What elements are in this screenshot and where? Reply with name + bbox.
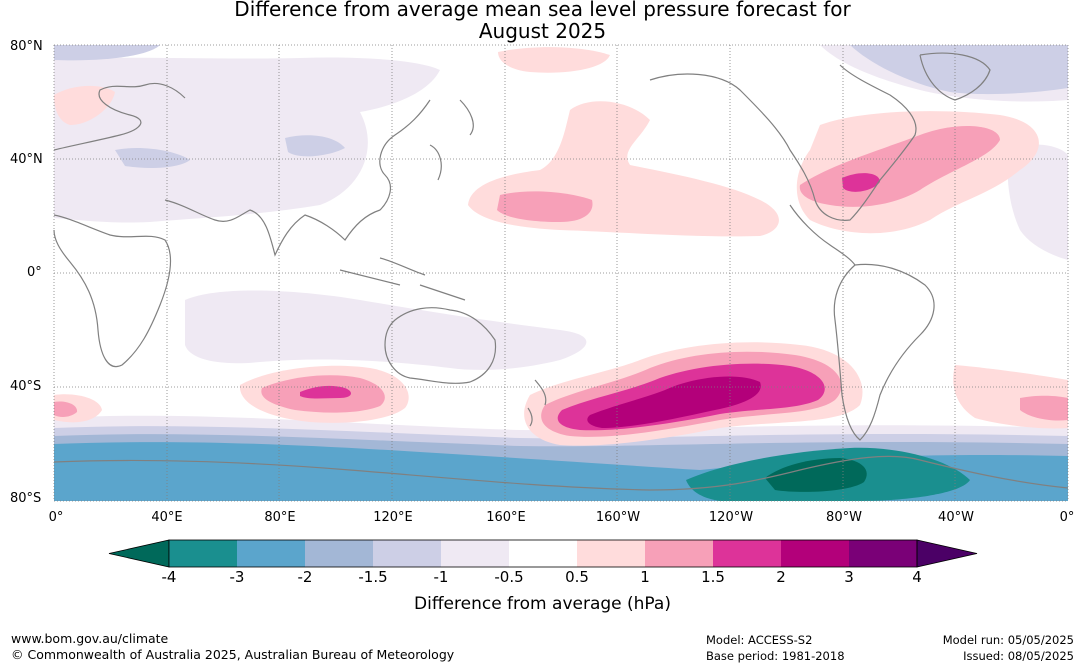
band-pos-1-5-natl — [842, 173, 880, 192]
colorbar-border — [168, 539, 918, 568]
positive-anomaly-indian-ocean — [54, 365, 1068, 429]
coast-asia-south — [164, 99, 431, 257]
lon-label-0-west: 0° — [48, 510, 64, 525]
colorbar-bin — [781, 540, 849, 567]
colorbar-bin — [849, 540, 917, 567]
colorbar-tick-label: 3 — [844, 568, 854, 586]
coast-south-america — [833, 263, 935, 441]
coast-africa — [53, 214, 171, 368]
colorbar-tick-label: -4 — [161, 568, 177, 586]
band-neg-4 — [765, 458, 867, 492]
negative-anomaly-bands — [54, 415, 1068, 501]
negative-anomaly-north — [54, 45, 1068, 370]
lat-label-40n: 40°N — [10, 152, 43, 167]
lon-label-40w: 40°W — [938, 510, 974, 525]
coast-new-zealand — [527, 379, 547, 427]
colorbar-title: Difference from average (hPa) — [414, 594, 671, 614]
band-neg-1-arctic-east — [850, 45, 1068, 95]
lon-label-40e: 40°E — [151, 510, 183, 525]
coast-central-america — [789, 204, 856, 266]
band-neg-1-asia — [115, 148, 190, 168]
lon-label-0-east: 0° — [1059, 510, 1075, 525]
footer-site: www.bom.gov.au/climate — [11, 631, 169, 646]
colorbar-bin — [645, 540, 713, 567]
band-neg-1-asia-b — [285, 135, 345, 157]
colorbar-bin — [169, 540, 237, 567]
band-pos-1-satl — [1020, 395, 1068, 421]
lon-label-120e: 120°E — [373, 510, 413, 525]
coast-japan — [429, 99, 474, 181]
band-neg-0-5-indian — [185, 290, 587, 370]
colorbar-bin — [713, 540, 781, 567]
positive-anomaly-south-pacific — [524, 342, 863, 446]
coast-europe — [53, 82, 186, 151]
band-neg-0-5-asia — [54, 57, 440, 223]
chart-title-line1: Difference from average mean sea level p… — [234, 0, 851, 21]
positive-anomaly-north-pacific — [54, 47, 779, 237]
band-pos-1-sw — [54, 401, 78, 417]
colorbar-tick-label: 1.5 — [701, 568, 725, 586]
lat-label-0: 0° — [27, 265, 42, 280]
lat-label-40s: 40°S — [10, 379, 42, 394]
band-pos-1-5-ind — [300, 385, 352, 399]
lon-label-120w: 120°W — [708, 510, 754, 525]
band-pos-2-spac — [587, 376, 761, 428]
coast-antarctica — [53, 455, 1069, 491]
colorbar-extend-low — [108, 539, 170, 568]
colorbar-bin — [509, 540, 577, 567]
band-pos-1-npac — [497, 191, 593, 222]
colorbar-tick-label: 4 — [912, 568, 922, 586]
colorbar-bin — [441, 540, 509, 567]
lon-label-80w: 80°W — [826, 510, 862, 525]
lat-label-80n: 80°N — [10, 39, 43, 54]
footer-copyright: © Commonwealth of Australia 2025, Austra… — [11, 647, 455, 662]
colorbar-tick-label: -2 — [297, 568, 313, 586]
footer-issued: Issued: 08/05/2025 — [963, 649, 1074, 663]
lon-label-160w: 160°W — [595, 510, 641, 525]
colorbar — [108, 539, 978, 568]
lon-label-80e: 80°E — [264, 510, 296, 525]
coastlines — [53, 52, 1069, 491]
coast-australia — [384, 307, 497, 384]
footer-base-period: Base period: 1981-2018 — [706, 649, 845, 663]
colorbar-tick-label: -0.5 — [494, 568, 524, 586]
colorbar-tick-label: -3 — [229, 568, 245, 586]
coast-north-america — [649, 64, 917, 221]
map-area — [53, 44, 1069, 502]
colorbar-bin — [237, 540, 305, 567]
colorbar-tick-label: 2 — [776, 568, 786, 586]
colorbar-bin — [373, 540, 441, 567]
lat-label-80s: 80°S — [10, 491, 42, 506]
colorbar-tick-label: -1.5 — [358, 568, 388, 586]
colorbar-bin — [577, 540, 645, 567]
band-neg-north-top — [54, 45, 160, 61]
colorbar-tick-label: -1 — [433, 568, 449, 586]
colorbar-bin — [305, 540, 373, 567]
footer-model: Model: ACCESS-S2 — [706, 633, 813, 647]
lon-label-160e: 160°E — [486, 510, 526, 525]
colorbar-tick-label: 1 — [640, 568, 650, 586]
colorbar-tick-label: 0.5 — [565, 568, 589, 586]
band-neg-0-5-east-atl — [1007, 144, 1068, 260]
colorbar-extend-high — [916, 539, 978, 568]
coast-indonesia — [339, 257, 466, 301]
band-pos-0-5-arctic — [498, 47, 610, 73]
chart-title-line2: August 2025 — [478, 19, 607, 43]
graticule — [53, 44, 1069, 502]
positive-anomaly-north-atlantic — [796, 111, 1039, 234]
coast-greenland — [919, 52, 991, 101]
footer-model-run: Model run: 05/05/2025 — [942, 633, 1074, 647]
